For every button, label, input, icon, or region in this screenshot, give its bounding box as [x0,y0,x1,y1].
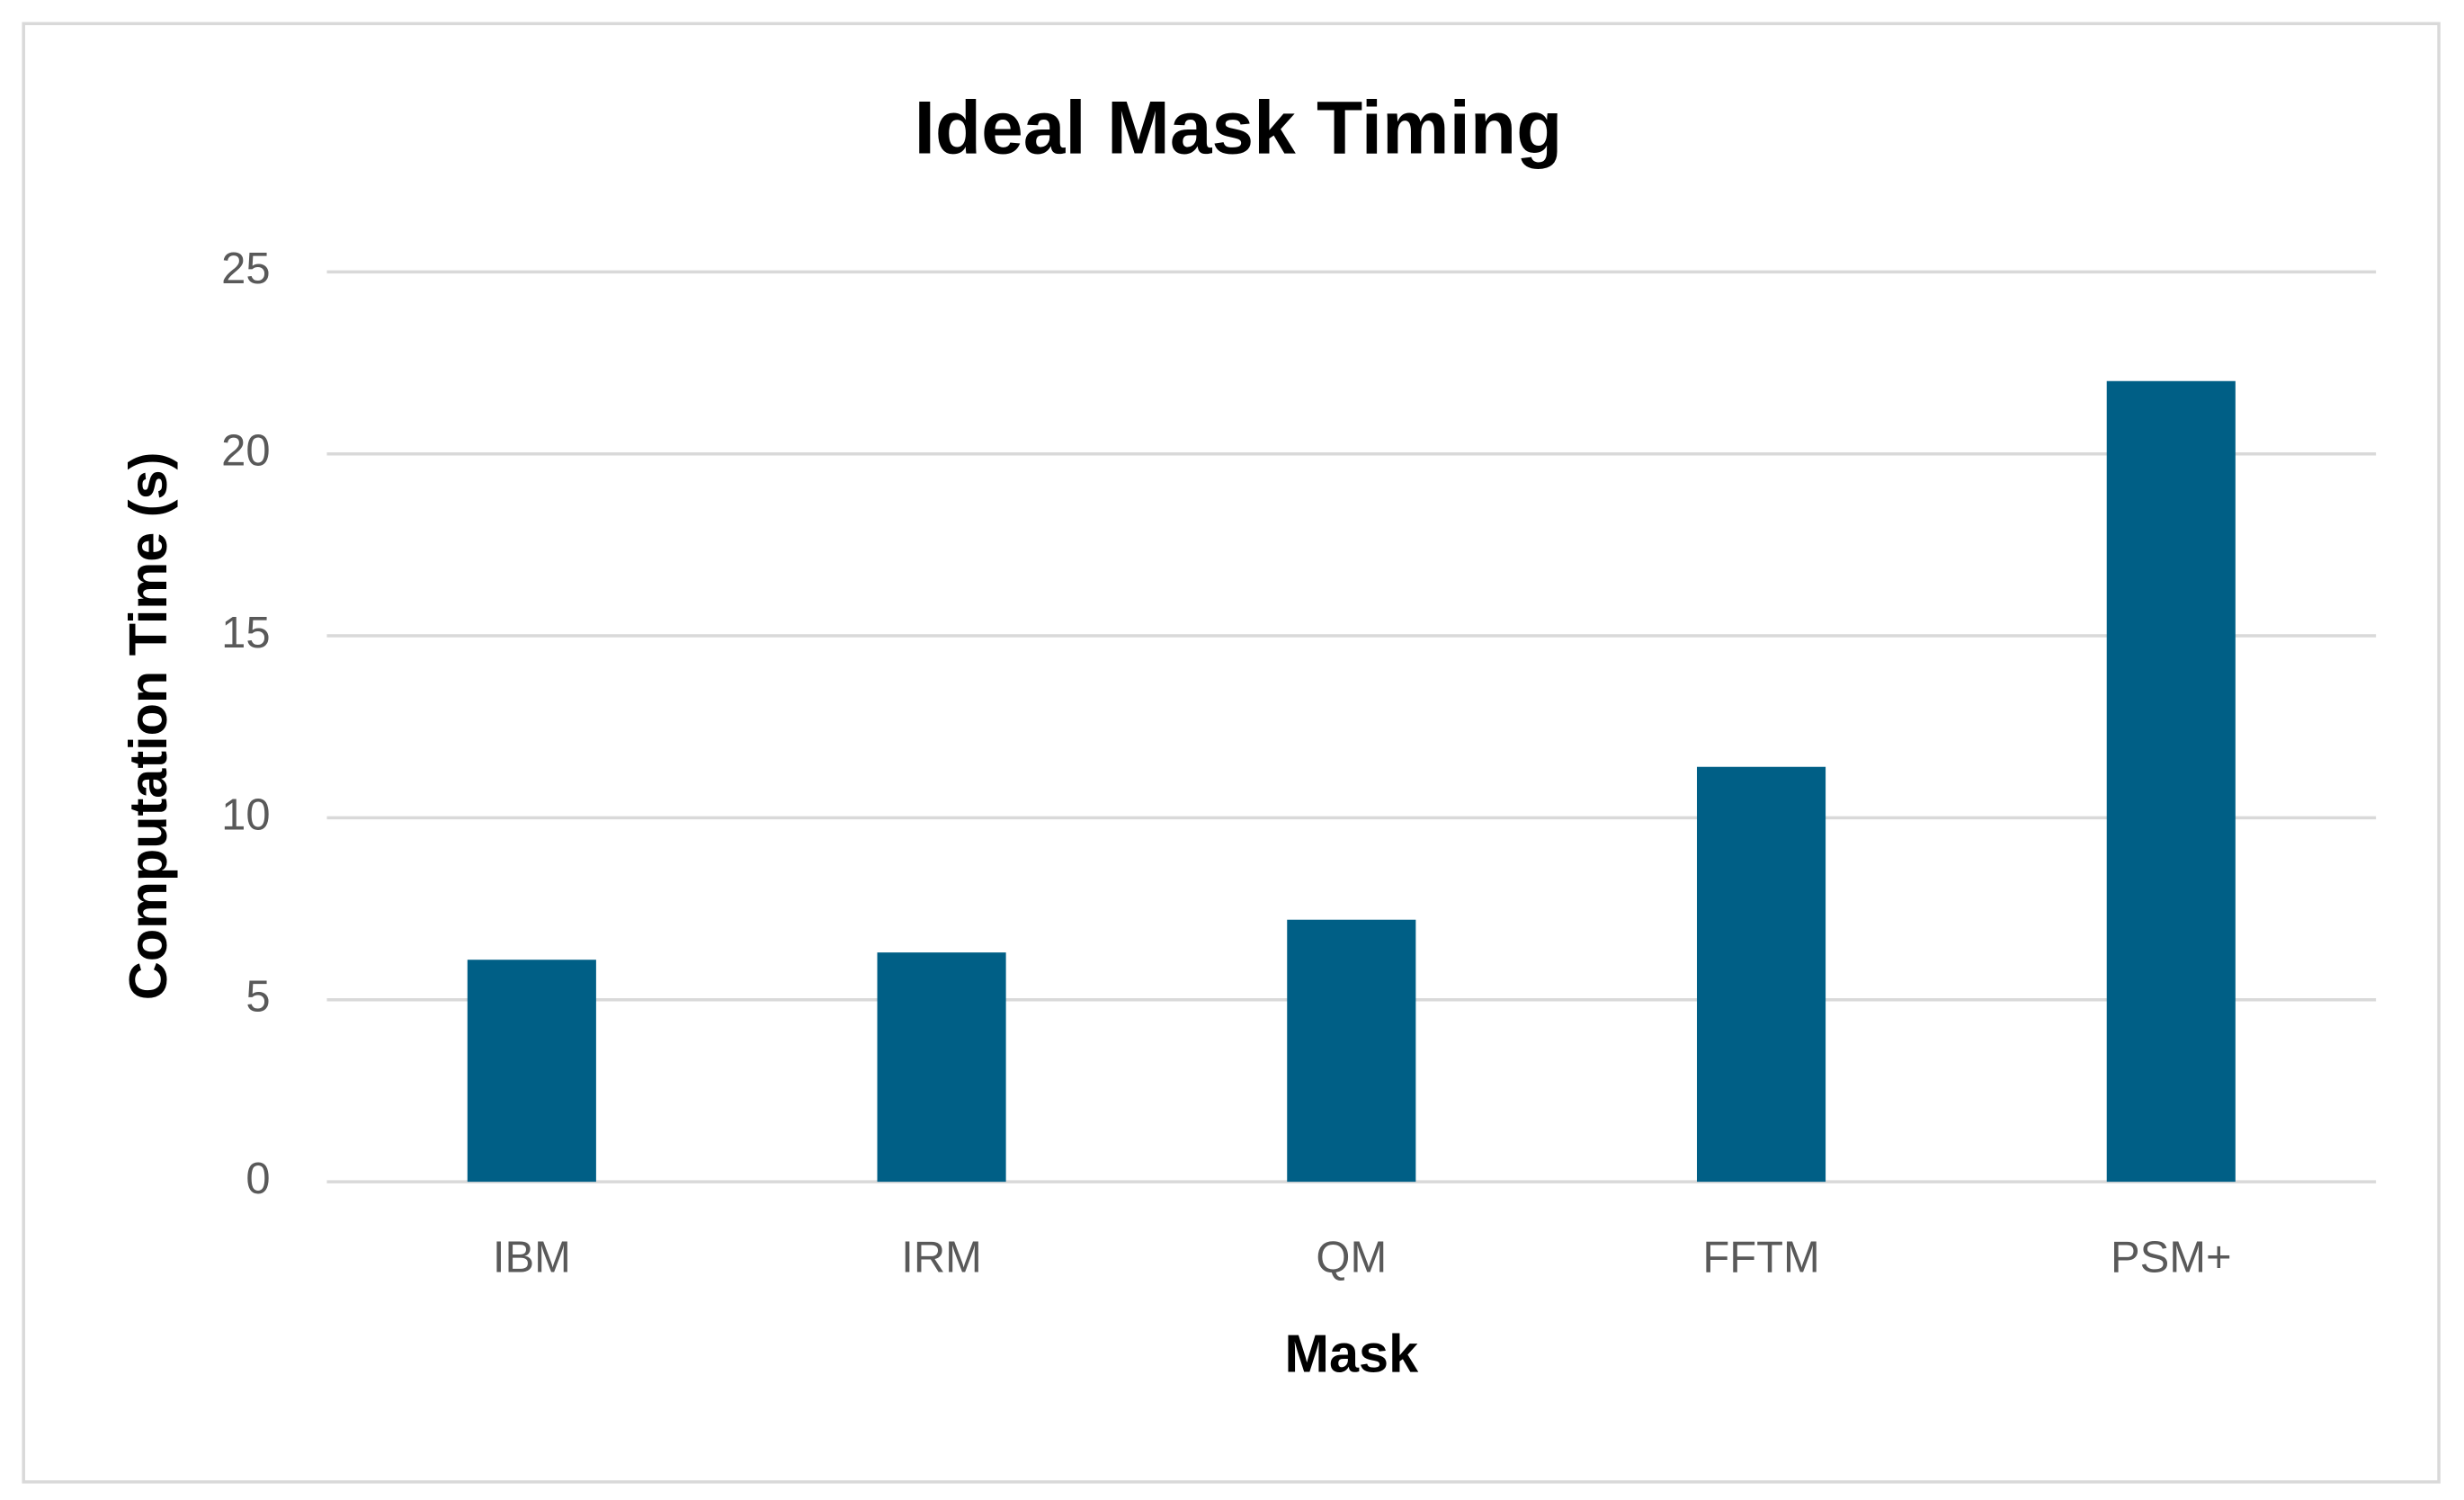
x-tick-label: PSM+ [2111,1233,2232,1281]
x-axis-title: Mask [1285,1324,1420,1384]
y-tick-label: 25 [221,245,270,293]
x-tick-label: IBM [493,1233,571,1281]
x-tick-label: FFTM [1702,1233,1819,1281]
y-tick-label: 20 [221,427,270,476]
chart-title: Ideal Mask Timing [915,85,1563,170]
y-tick-label: 5 [246,973,270,1022]
y-tick-label: 0 [246,1155,270,1203]
y-tick-label: 15 [221,609,270,657]
bar [877,952,1006,1183]
bar [1287,919,1416,1183]
y-tick-label: 10 [221,790,270,839]
y-axis-title: Computation Time (s) [118,452,178,1000]
chart-border [22,22,2441,1484]
x-tick-label: QM [1316,1233,1387,1281]
x-tick-label: IRM [901,1233,982,1281]
bar [467,960,596,1183]
bar [2106,380,2236,1183]
bar [1696,766,1826,1183]
